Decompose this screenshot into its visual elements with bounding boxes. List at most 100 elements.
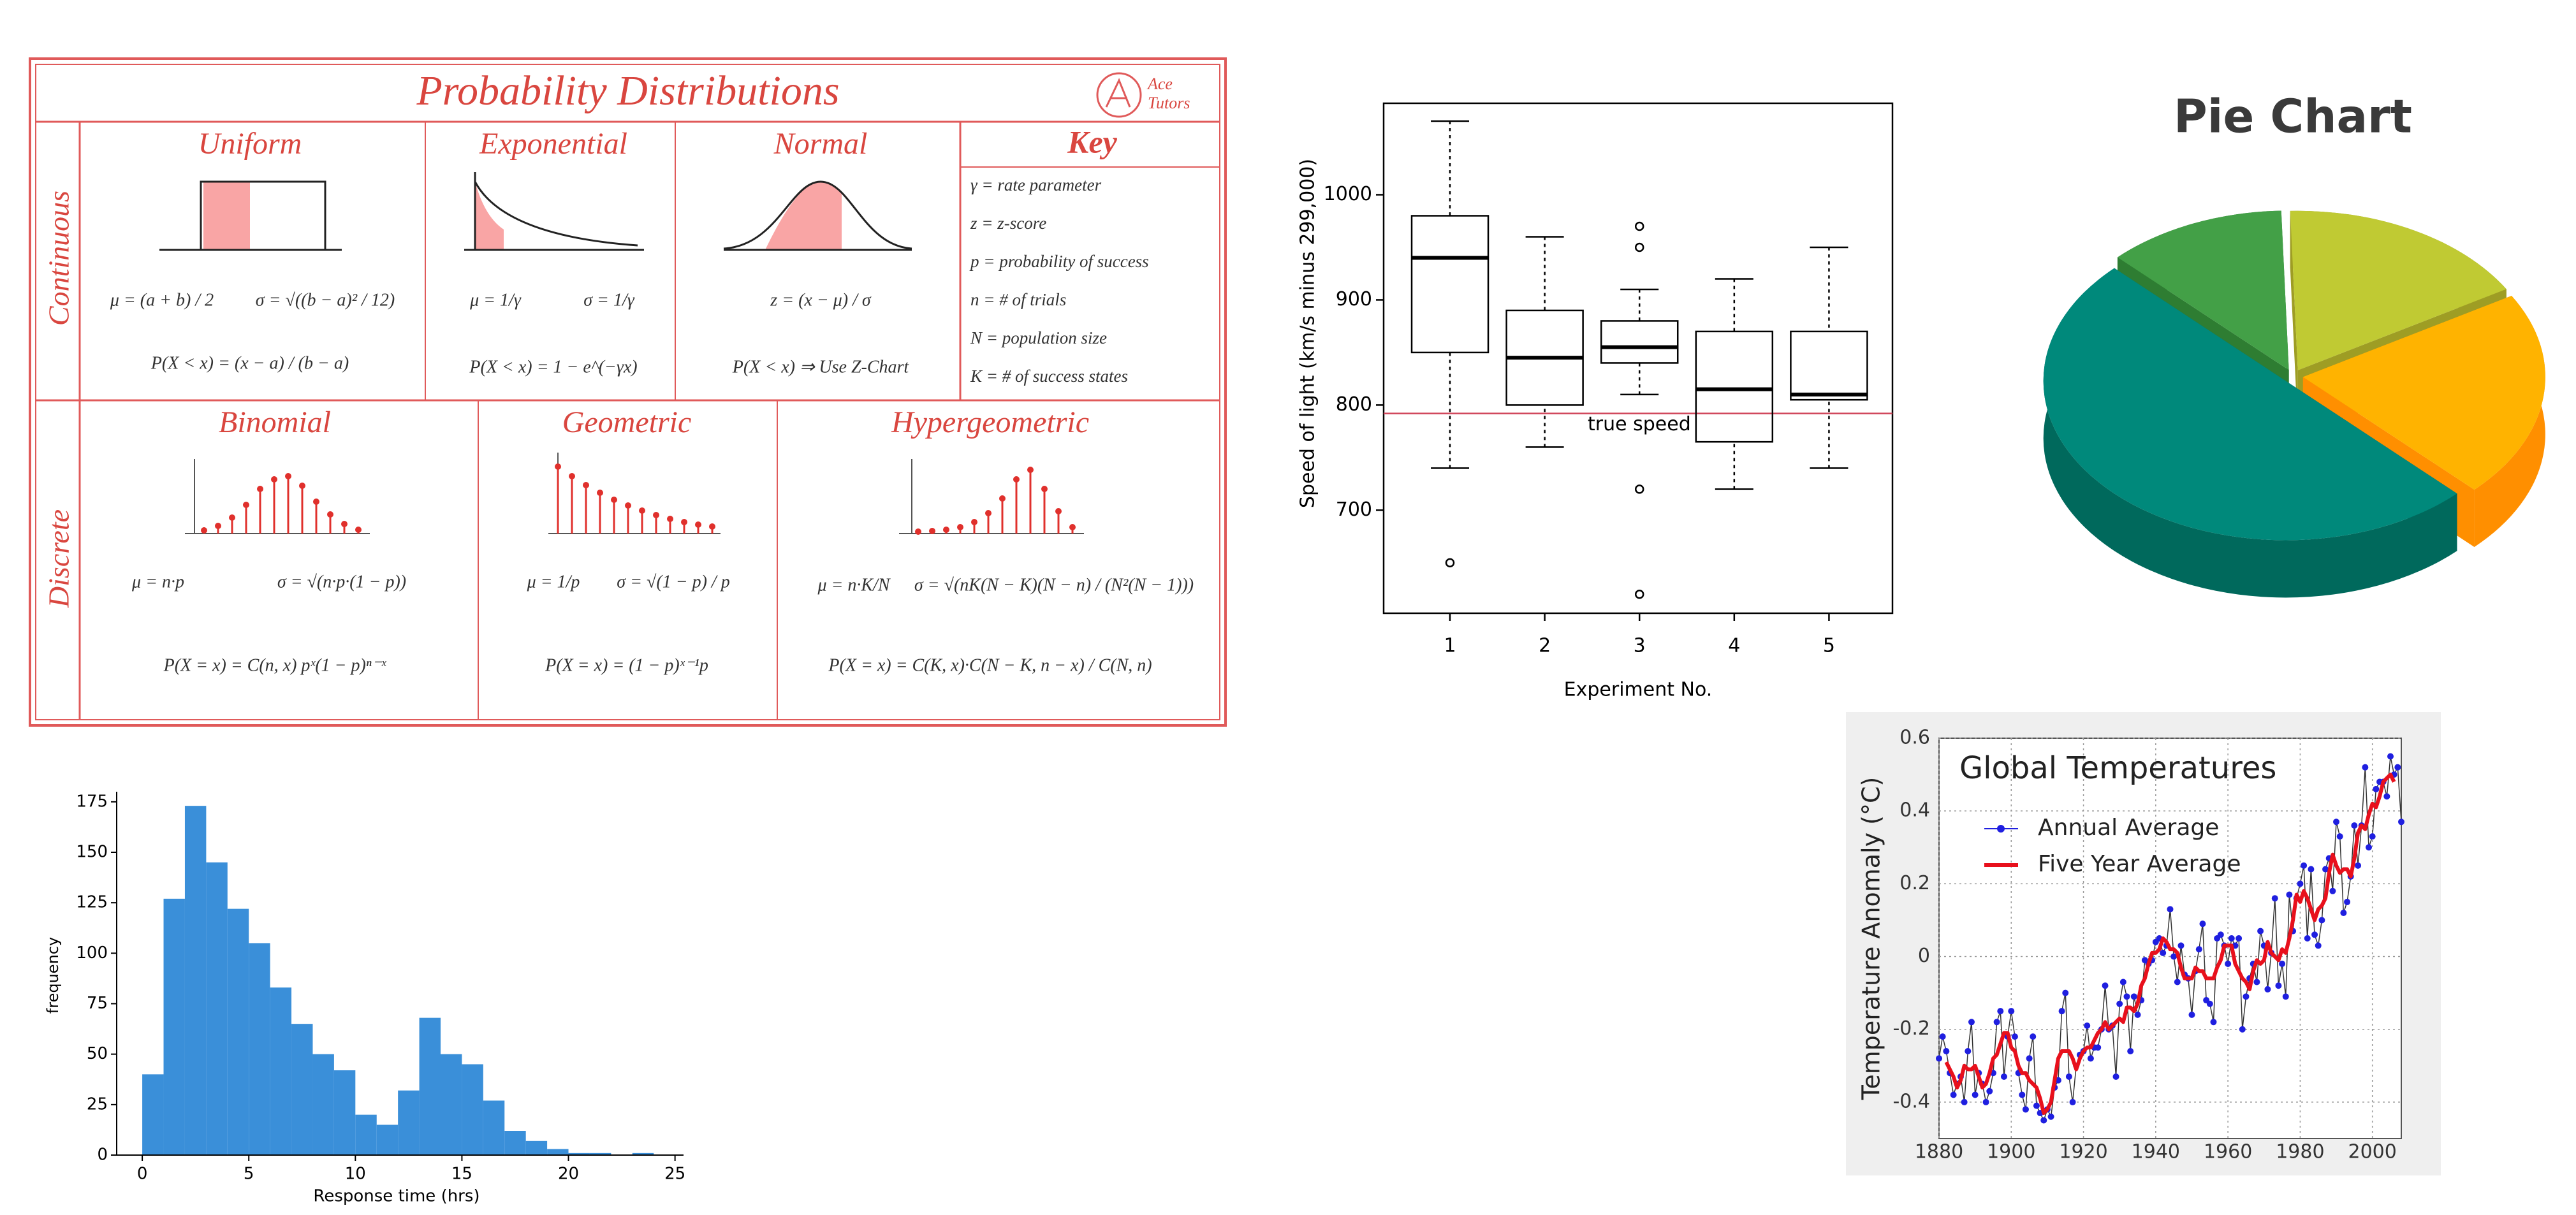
bar <box>291 1024 313 1155</box>
x-tick-label: 10 <box>345 1165 366 1184</box>
point <box>2217 931 2224 938</box>
point <box>2286 891 2293 898</box>
point <box>2373 785 2380 792</box>
y-tick-label: 0.4 <box>1899 799 1930 822</box>
formula: P(X = x) = (1 − p)ˣ⁻¹p <box>545 655 708 675</box>
y-axis-label: Temperature Anomaly (°C) <box>1857 777 1885 1101</box>
box <box>1600 320 1679 364</box>
y-tick-label: 125 <box>76 893 108 912</box>
point <box>2030 1033 2037 1040</box>
outlier <box>1634 590 1644 599</box>
box <box>1695 330 1774 443</box>
bar <box>632 1153 654 1155</box>
y-tick-label: 800 <box>1336 393 1372 416</box>
chart-title: Global Temperatures <box>1959 750 2276 786</box>
point <box>2069 1098 2076 1105</box>
point <box>1939 1033 1946 1040</box>
point <box>2340 910 2347 917</box>
x-tick-label: 4 <box>1728 635 1740 657</box>
sheet-sketches <box>159 172 1084 535</box>
point <box>2123 993 2130 1000</box>
y-axis-label: Speed of light (km/s minus 299,000) <box>1297 159 1319 508</box>
box <box>1410 215 1489 354</box>
point <box>2336 833 2343 840</box>
reference-label: true speed <box>1588 413 1691 435</box>
point <box>2174 979 2181 986</box>
bar <box>142 1074 164 1155</box>
bar <box>441 1054 462 1155</box>
brand: Ace <box>1146 75 1173 93</box>
formula: P(X = x) = C(n, x) pˣ(1 − p)ⁿ⁻ˣ <box>163 655 387 675</box>
y-tick-label: 0 <box>1918 945 1930 967</box>
x-axis-label: Response time (hrs) <box>313 1187 479 1206</box>
y-tick-label: 700 <box>1336 498 1372 521</box>
formula: σ = √(1 − p) / p <box>617 572 729 592</box>
bar <box>547 1149 569 1155</box>
point <box>2160 949 2167 956</box>
legend-label: Five Year Average <box>2038 851 2241 877</box>
key-item: K = # of success states <box>970 367 1128 386</box>
x-tick-label: 1980 <box>2276 1141 2324 1163</box>
x-tick-label: 5 <box>244 1165 254 1184</box>
point <box>1968 1019 1975 1026</box>
point <box>2394 764 2401 771</box>
point <box>2116 1000 2123 1007</box>
x-tick-label: 25 <box>664 1165 685 1184</box>
y-tick-label: 25 <box>87 1095 108 1114</box>
bar <box>249 943 270 1155</box>
point <box>2279 960 2286 967</box>
bar <box>462 1064 483 1155</box>
point <box>2033 1102 2040 1109</box>
point <box>2084 1022 2091 1029</box>
outlier <box>1445 558 1455 568</box>
y-tick-label: -0.4 <box>1892 1090 1930 1112</box>
point <box>2355 862 2362 869</box>
formula: P(X = x) = C(K, x)·C(N − K, n − x) / C(N… <box>828 655 1152 675</box>
x-tick-label: 15 <box>451 1165 472 1184</box>
bar <box>568 1153 590 1155</box>
point <box>2127 1047 2134 1054</box>
x-tick-label: 3 <box>1634 635 1646 657</box>
distribution-name: Hypergeometric <box>891 405 1089 439</box>
point <box>2019 1091 2026 1098</box>
bar <box>398 1090 420 1155</box>
formula: P(X < x) = 1 − e^(−γx) <box>469 357 637 377</box>
outlier <box>1634 221 1644 231</box>
y-tick-label: 900 <box>1336 288 1372 310</box>
point <box>1943 1047 1950 1054</box>
bar <box>227 908 249 1155</box>
point <box>2311 931 2318 938</box>
point <box>2130 993 2137 1000</box>
box <box>1790 330 1868 401</box>
section-label: Discrete <box>43 509 75 608</box>
point <box>2243 993 2250 1000</box>
bar <box>270 987 292 1155</box>
x-tick-label: 1940 <box>2132 1141 2180 1163</box>
point <box>2170 953 2177 960</box>
point <box>2369 833 2376 840</box>
point <box>2206 1000 2213 1007</box>
point <box>2301 862 2308 869</box>
formula: σ = √(n·p·(1 − p)) <box>277 572 406 592</box>
slice <box>2302 296 2545 490</box>
point <box>2119 979 2126 986</box>
point <box>2058 1008 2065 1015</box>
bar <box>355 1114 377 1155</box>
y-tick-label: 0.2 <box>1899 872 1930 894</box>
formula: μ = n·K/N <box>817 575 890 595</box>
point <box>2322 866 2329 873</box>
key-item: γ = rate parameter <box>970 175 1102 194</box>
point <box>2282 993 2289 1000</box>
distribution-name: Exponential <box>479 127 627 161</box>
point <box>1950 1091 1957 1098</box>
point <box>2387 753 2394 760</box>
series-line <box>1944 773 2396 1116</box>
point <box>2318 917 2325 924</box>
key-title: Key <box>1067 124 1118 159</box>
y-tick-label: 0 <box>97 1146 108 1165</box>
key-item: N = population size <box>970 328 1107 347</box>
x-tick-label: 0 <box>137 1165 148 1184</box>
y-tick-label: 100 <box>76 943 108 963</box>
